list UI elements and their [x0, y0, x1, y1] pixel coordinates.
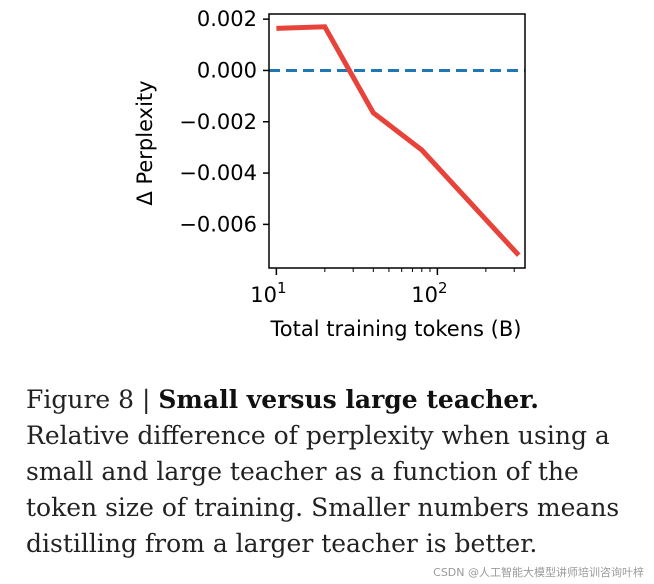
x-tick-label-1: 102 [411, 279, 447, 307]
y-tick-label-4: −0.006 [179, 212, 257, 236]
x-axis-label: Total training tokens (B) [270, 317, 522, 341]
plot-area: 0.002 0.000 −0.002 −0.004 −0.006 101 102 [179, 7, 526, 307]
axes-frame [268, 13, 526, 269]
y-tick-label-3: −0.004 [179, 161, 257, 185]
y-tick-label-1: 0.000 [197, 58, 257, 82]
x-tick-label-0: 101 [250, 279, 286, 307]
caption-prefix: Figure 8 | [26, 385, 159, 414]
series-line-0 [276, 24, 521, 257]
line-chart: 0.002 0.000 −0.002 −0.004 −0.006 101 102 Δ Per… [133, 7, 526, 341]
figure-caption: Figure 8 | Small versus large teacher. R… [26, 382, 641, 562]
y-axis-label: Δ Perplexity [133, 80, 157, 205]
caption-bold-title: Small versus large teacher. [158, 385, 539, 414]
watermark: CSDN @人工智能大模型讲师培训咨询叶梓 [433, 566, 644, 579]
y-tick-label-2: −0.002 [179, 110, 257, 134]
y-tick-label-0: 0.002 [197, 7, 257, 31]
caption-text: Relative difference of perplexity when u… [26, 421, 620, 558]
